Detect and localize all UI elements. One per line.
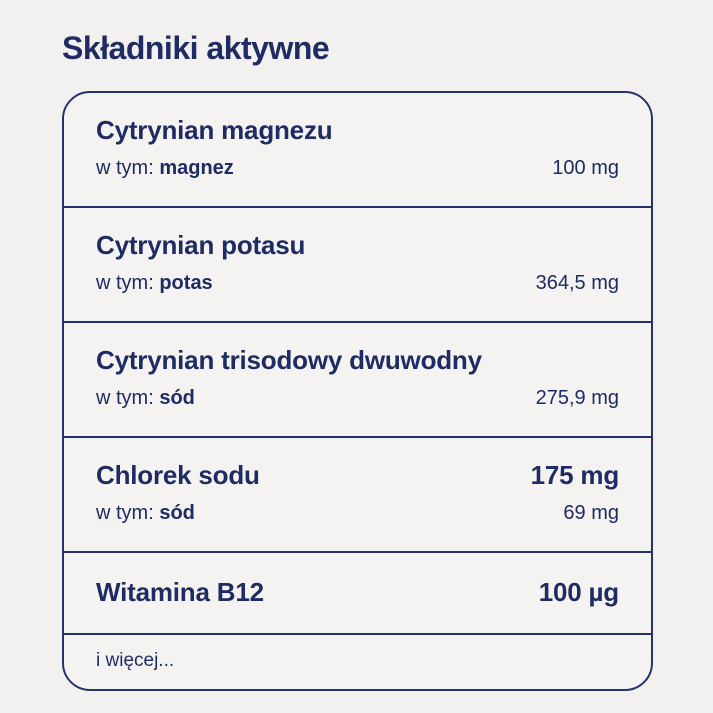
ingredient-name: Cytrynian trisodowy dwuwodny bbox=[96, 345, 482, 375]
ingredient-sub-line: w tym: sód 275,9 mg bbox=[96, 387, 619, 410]
ingredient-row-sodium-chloride: Chlorek sodu 175 mg w tym: sód 69 mg bbox=[64, 438, 651, 553]
sub-nutrient-name: magnez bbox=[159, 157, 234, 179]
ingredient-row-magnesium-citrate: Cytrynian magnezu w tym: magnez 100 mg bbox=[64, 93, 651, 208]
active-ingredients-table: Cytrynian magnezu w tym: magnez 100 mg C… bbox=[62, 91, 653, 691]
sub-prefix: w tym: bbox=[96, 502, 160, 524]
sub-nutrient-name: potas bbox=[159, 272, 213, 294]
ingredient-name: Cytrynian potasu bbox=[96, 230, 306, 260]
ingredient-amount: 175 mg bbox=[530, 460, 620, 490]
sub-prefix: w tym: bbox=[96, 387, 160, 409]
sub-nutrient-name: sód bbox=[159, 387, 195, 409]
sub-nutrient-name: sód bbox=[159, 502, 195, 524]
ingredient-row-vitamin-b12: Witamina B12 100 µg bbox=[64, 553, 651, 635]
ingredient-sub-amount: 69 mg bbox=[563, 502, 619, 524]
ingredient-sub-line: w tym: potas 364,5 mg bbox=[96, 272, 619, 295]
ingredient-main-line: Cytrynian potasu bbox=[96, 230, 619, 260]
ingredient-amount: 100 µg bbox=[538, 577, 619, 607]
show-more-row[interactable]: i więcej... bbox=[64, 635, 651, 689]
ingredient-name: Cytrynian magnezu bbox=[96, 115, 333, 145]
ingredient-main-line: Cytrynian trisodowy dwuwodny bbox=[96, 345, 619, 375]
ingredients-page: Składniki aktywne Cytrynian magnezu w ty… bbox=[62, 30, 653, 691]
ingredient-main-line: Chlorek sodu 175 mg bbox=[96, 460, 619, 490]
ingredient-sub-label: w tym: potas bbox=[96, 272, 213, 295]
page-title: Składniki aktywne bbox=[62, 30, 330, 66]
ingredient-sub-amount: 275,9 mg bbox=[535, 387, 619, 409]
ingredient-main-line: Witamina B12 100 µg bbox=[96, 577, 619, 607]
ingredient-sub-line: w tym: sód 69 mg bbox=[96, 502, 619, 525]
ingredient-sub-amount: 100 mg bbox=[552, 157, 619, 179]
show-more-label[interactable]: i więcej... bbox=[96, 650, 175, 671]
ingredient-row-potassium-citrate: Cytrynian potasu w tym: potas 364,5 mg bbox=[64, 208, 651, 323]
ingredient-sub-label: w tym: magnez bbox=[96, 157, 234, 180]
ingredient-main-line: Cytrynian magnezu bbox=[96, 115, 619, 145]
ingredient-sub-amount: 364,5 mg bbox=[535, 272, 619, 294]
ingredient-sub-label: w tym: sód bbox=[96, 387, 195, 410]
ingredient-name: Chlorek sodu bbox=[96, 460, 260, 490]
ingredient-sub-line: w tym: magnez 100 mg bbox=[96, 157, 619, 180]
ingredient-row-trisodium-citrate: Cytrynian trisodowy dwuwodny w tym: sód … bbox=[64, 323, 651, 438]
ingredient-sub-label: w tym: sód bbox=[96, 502, 195, 525]
sub-prefix: w tym: bbox=[96, 157, 160, 179]
ingredient-name: Witamina B12 bbox=[96, 577, 264, 607]
sub-prefix: w tym: bbox=[96, 272, 160, 294]
